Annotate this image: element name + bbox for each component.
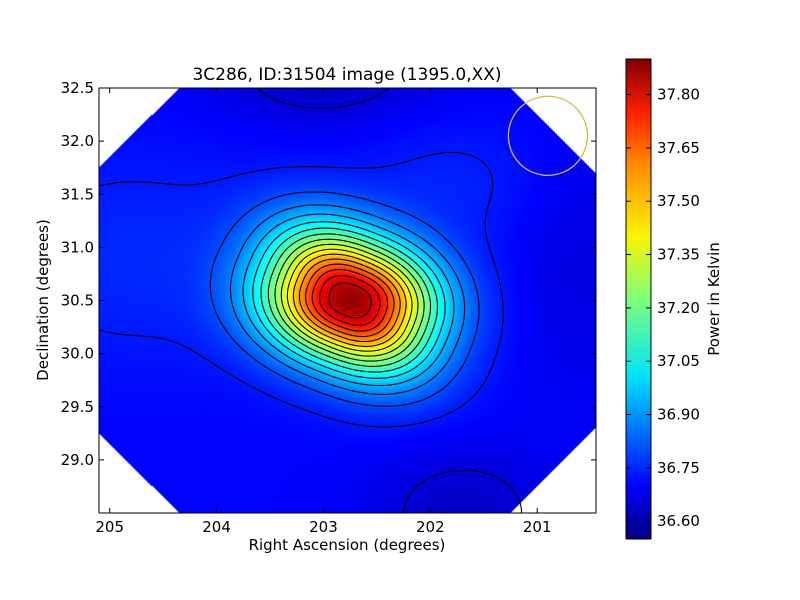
y-tick-label: 29.0 xyxy=(61,451,94,469)
contour-level xyxy=(256,88,523,513)
x-tick-label: 205 xyxy=(95,518,124,536)
contour-level xyxy=(99,151,504,428)
beam-circle-marker xyxy=(507,95,589,177)
contour-level xyxy=(286,248,413,352)
contour-level xyxy=(252,221,446,379)
contour-level xyxy=(280,243,419,357)
x-axis-ticks: 205 204 203 202 201 xyxy=(95,88,552,536)
x-tick-label: 204 xyxy=(202,518,231,536)
y-tick-label: 30.0 xyxy=(61,345,94,363)
plot-title: 3C286, ID:31504 image (1395.0,XX) xyxy=(192,65,501,85)
x-axis-label: Right Ascension (degrees) xyxy=(249,536,446,554)
colorbar-tick-label: 36.60 xyxy=(657,512,700,530)
x-tick-label: 202 xyxy=(416,518,445,536)
contour-level xyxy=(298,258,401,343)
colorbar-tick-label: 37.80 xyxy=(657,86,700,104)
y-tick-label: 29.5 xyxy=(61,398,94,416)
contour-level xyxy=(292,253,407,347)
y-tick-label: 30.5 xyxy=(61,292,94,310)
x-tick-label: 203 xyxy=(309,518,338,536)
contour-level xyxy=(260,227,439,373)
y-tick-label: 32.5 xyxy=(61,79,94,97)
colorbar-tick-label: 37.05 xyxy=(657,352,700,370)
y-tick-label: 31.0 xyxy=(61,238,94,256)
colorbar-tick-label: 37.65 xyxy=(657,139,700,157)
contour-level xyxy=(209,191,480,407)
contour-level xyxy=(305,263,395,338)
colorbar-ticks: 36.60 36.75 36.90 37.05 37.20 37.35 37.50 37.65… xyxy=(626,86,700,530)
colorbar-tick-label: 36.75 xyxy=(657,459,700,477)
heatmap-image xyxy=(99,88,596,513)
contour-level xyxy=(328,282,372,319)
contour-level xyxy=(242,213,455,387)
y-tick-label: 32.0 xyxy=(61,132,94,150)
colorbar xyxy=(625,58,652,540)
colorbar-tick-label: 36.90 xyxy=(657,406,700,424)
colorbar-label: Power in Kelvin xyxy=(705,242,723,356)
colorbar-tick-label: 37.50 xyxy=(657,192,700,210)
colorbar-tick-label: 37.35 xyxy=(657,246,700,264)
contour-level xyxy=(229,204,466,395)
contour-lines xyxy=(99,88,523,513)
x-tick-label: 201 xyxy=(523,518,552,536)
contour-level xyxy=(274,238,425,362)
colorbar-tick-label: 37.20 xyxy=(657,299,700,317)
contour-level xyxy=(267,233,432,367)
contour-level xyxy=(319,274,381,326)
contour-level xyxy=(311,268,389,332)
y-axis-label: Declination (degrees) xyxy=(34,219,52,381)
y-axis-ticks: 29.0 29.5 30.0 30.5 31.0 31.5 32.0 32.5 xyxy=(61,79,596,469)
y-tick-label: 31.5 xyxy=(61,185,94,203)
